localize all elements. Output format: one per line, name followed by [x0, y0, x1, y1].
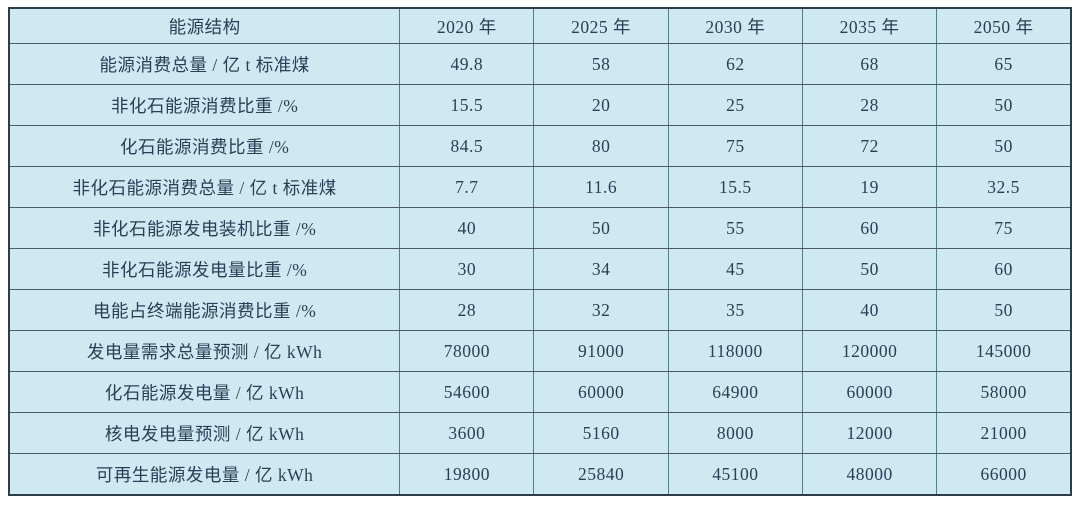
row-value: 54600 [399, 371, 535, 413]
row-label: 可再生能源发电量 / 亿 kWh [8, 453, 401, 496]
row-value: 21000 [936, 412, 1072, 454]
table-row: 电能占终端能源消费比重 /% 28 32 35 40 50 [8, 289, 1072, 331]
row-value: 35 [667, 289, 803, 331]
row-label: 电能占终端能源消费比重 /% [8, 289, 401, 331]
row-value: 32 [533, 289, 669, 331]
row-value: 48000 [801, 453, 938, 496]
row-label: 非化石能源发电量比重 /% [8, 248, 401, 290]
row-value: 25 [667, 84, 803, 126]
header-year-cell: 2035 年 [801, 7, 938, 44]
header-year-cell: 2030 年 [667, 7, 803, 44]
table-row: 化石能源消费比重 /% 84.5 80 75 72 50 [8, 125, 1072, 167]
row-value: 11.6 [533, 166, 669, 208]
table-row: 发电量需求总量预测 / 亿 kWh 78000 91000 118000 120000 1… [8, 330, 1072, 372]
row-value: 25840 [533, 453, 669, 496]
row-value: 20 [533, 84, 669, 126]
row-value: 28 [801, 84, 938, 126]
row-value: 15.5 [667, 166, 803, 208]
row-value: 84.5 [399, 125, 535, 167]
table-row: 非化石能源消费比重 /% 15.5 20 25 28 50 [8, 84, 1072, 126]
header-corner-cell: 能源结构 [8, 7, 401, 44]
row-label: 核电发电量预测 / 亿 kWh [8, 412, 401, 454]
row-value: 28 [399, 289, 535, 331]
row-value: 68 [801, 43, 938, 85]
row-value: 50 [936, 125, 1072, 167]
row-value: 145000 [936, 330, 1072, 372]
row-value: 7.7 [399, 166, 535, 208]
row-value: 3600 [399, 412, 535, 454]
header-year-cell: 2025 年 [533, 7, 669, 44]
row-value: 19800 [399, 453, 535, 496]
row-value: 120000 [801, 330, 938, 372]
row-value: 34 [533, 248, 669, 290]
row-value: 65 [936, 43, 1072, 85]
row-value: 50 [936, 84, 1072, 126]
row-value: 40 [801, 289, 938, 331]
row-label: 能源消费总量 / 亿 t 标准煤 [8, 43, 401, 85]
row-value: 75 [936, 207, 1072, 249]
table-row: 可再生能源发电量 / 亿 kWh 19800 25840 45100 48000 6600… [8, 453, 1072, 496]
row-value: 58 [533, 43, 669, 85]
row-value: 15.5 [399, 84, 535, 126]
table-row: 非化石能源发电量比重 /% 30 34 45 50 60 [8, 248, 1072, 290]
row-value: 60 [936, 248, 1072, 290]
row-value: 19 [801, 166, 938, 208]
header-year-cell: 2050 年 [936, 7, 1072, 44]
row-value: 60 [801, 207, 938, 249]
row-value: 50 [801, 248, 938, 290]
row-value: 75 [667, 125, 803, 167]
row-value: 5160 [533, 412, 669, 454]
row-value: 49.8 [399, 43, 535, 85]
row-value: 58000 [936, 371, 1072, 413]
row-value: 72 [801, 125, 938, 167]
energy-structure-table: 能源结构 2020 年 2025 年 2030 年 2035 年 2050 年 … [8, 7, 1072, 496]
row-label: 非化石能源消费比重 /% [8, 84, 401, 126]
header-row: 能源结构 2020 年 2025 年 2030 年 2035 年 2050 年 [8, 7, 1072, 44]
table-row: 核电发电量预测 / 亿 kWh 3600 5160 8000 12000 21000 [8, 412, 1072, 454]
row-value: 60000 [533, 371, 669, 413]
row-value: 78000 [399, 330, 535, 372]
row-value: 12000 [801, 412, 938, 454]
row-value: 80 [533, 125, 669, 167]
table-row: 非化石能源消费总量 / 亿 t 标准煤 7.7 11.6 15.5 19 32.5 [8, 166, 1072, 208]
row-value: 50 [533, 207, 669, 249]
row-label: 化石能源发电量 / 亿 kWh [8, 371, 401, 413]
table-body: 能源消费总量 / 亿 t 标准煤 49.8 58 62 68 65 非化石能源消费比重 /%… [8, 43, 1072, 496]
row-value: 66000 [936, 453, 1072, 496]
table-header: 能源结构 2020 年 2025 年 2030 年 2035 年 2050 年 [8, 7, 1072, 44]
row-value: 91000 [533, 330, 669, 372]
row-value: 60000 [801, 371, 938, 413]
row-value: 8000 [667, 412, 803, 454]
row-value: 30 [399, 248, 535, 290]
row-label: 发电量需求总量预测 / 亿 kWh [8, 330, 401, 372]
row-value: 32.5 [936, 166, 1072, 208]
table-row: 非化石能源发电装机比重 /% 40 50 55 60 75 [8, 207, 1072, 249]
row-value: 64900 [667, 371, 803, 413]
row-value: 40 [399, 207, 535, 249]
table-row: 能源消费总量 / 亿 t 标准煤 49.8 58 62 68 65 [8, 43, 1072, 85]
header-year-cell: 2020 年 [399, 7, 535, 44]
row-value: 45 [667, 248, 803, 290]
row-label: 非化石能源消费总量 / 亿 t 标准煤 [8, 166, 401, 208]
row-value: 50 [936, 289, 1072, 331]
row-value: 62 [667, 43, 803, 85]
table-row: 化石能源发电量 / 亿 kWh 54600 60000 64900 60000 58000 [8, 371, 1072, 413]
row-label: 化石能源消费比重 /% [8, 125, 401, 167]
row-value: 45100 [667, 453, 803, 496]
row-value: 118000 [667, 330, 803, 372]
row-label: 非化石能源发电装机比重 /% [8, 207, 401, 249]
row-value: 55 [667, 207, 803, 249]
